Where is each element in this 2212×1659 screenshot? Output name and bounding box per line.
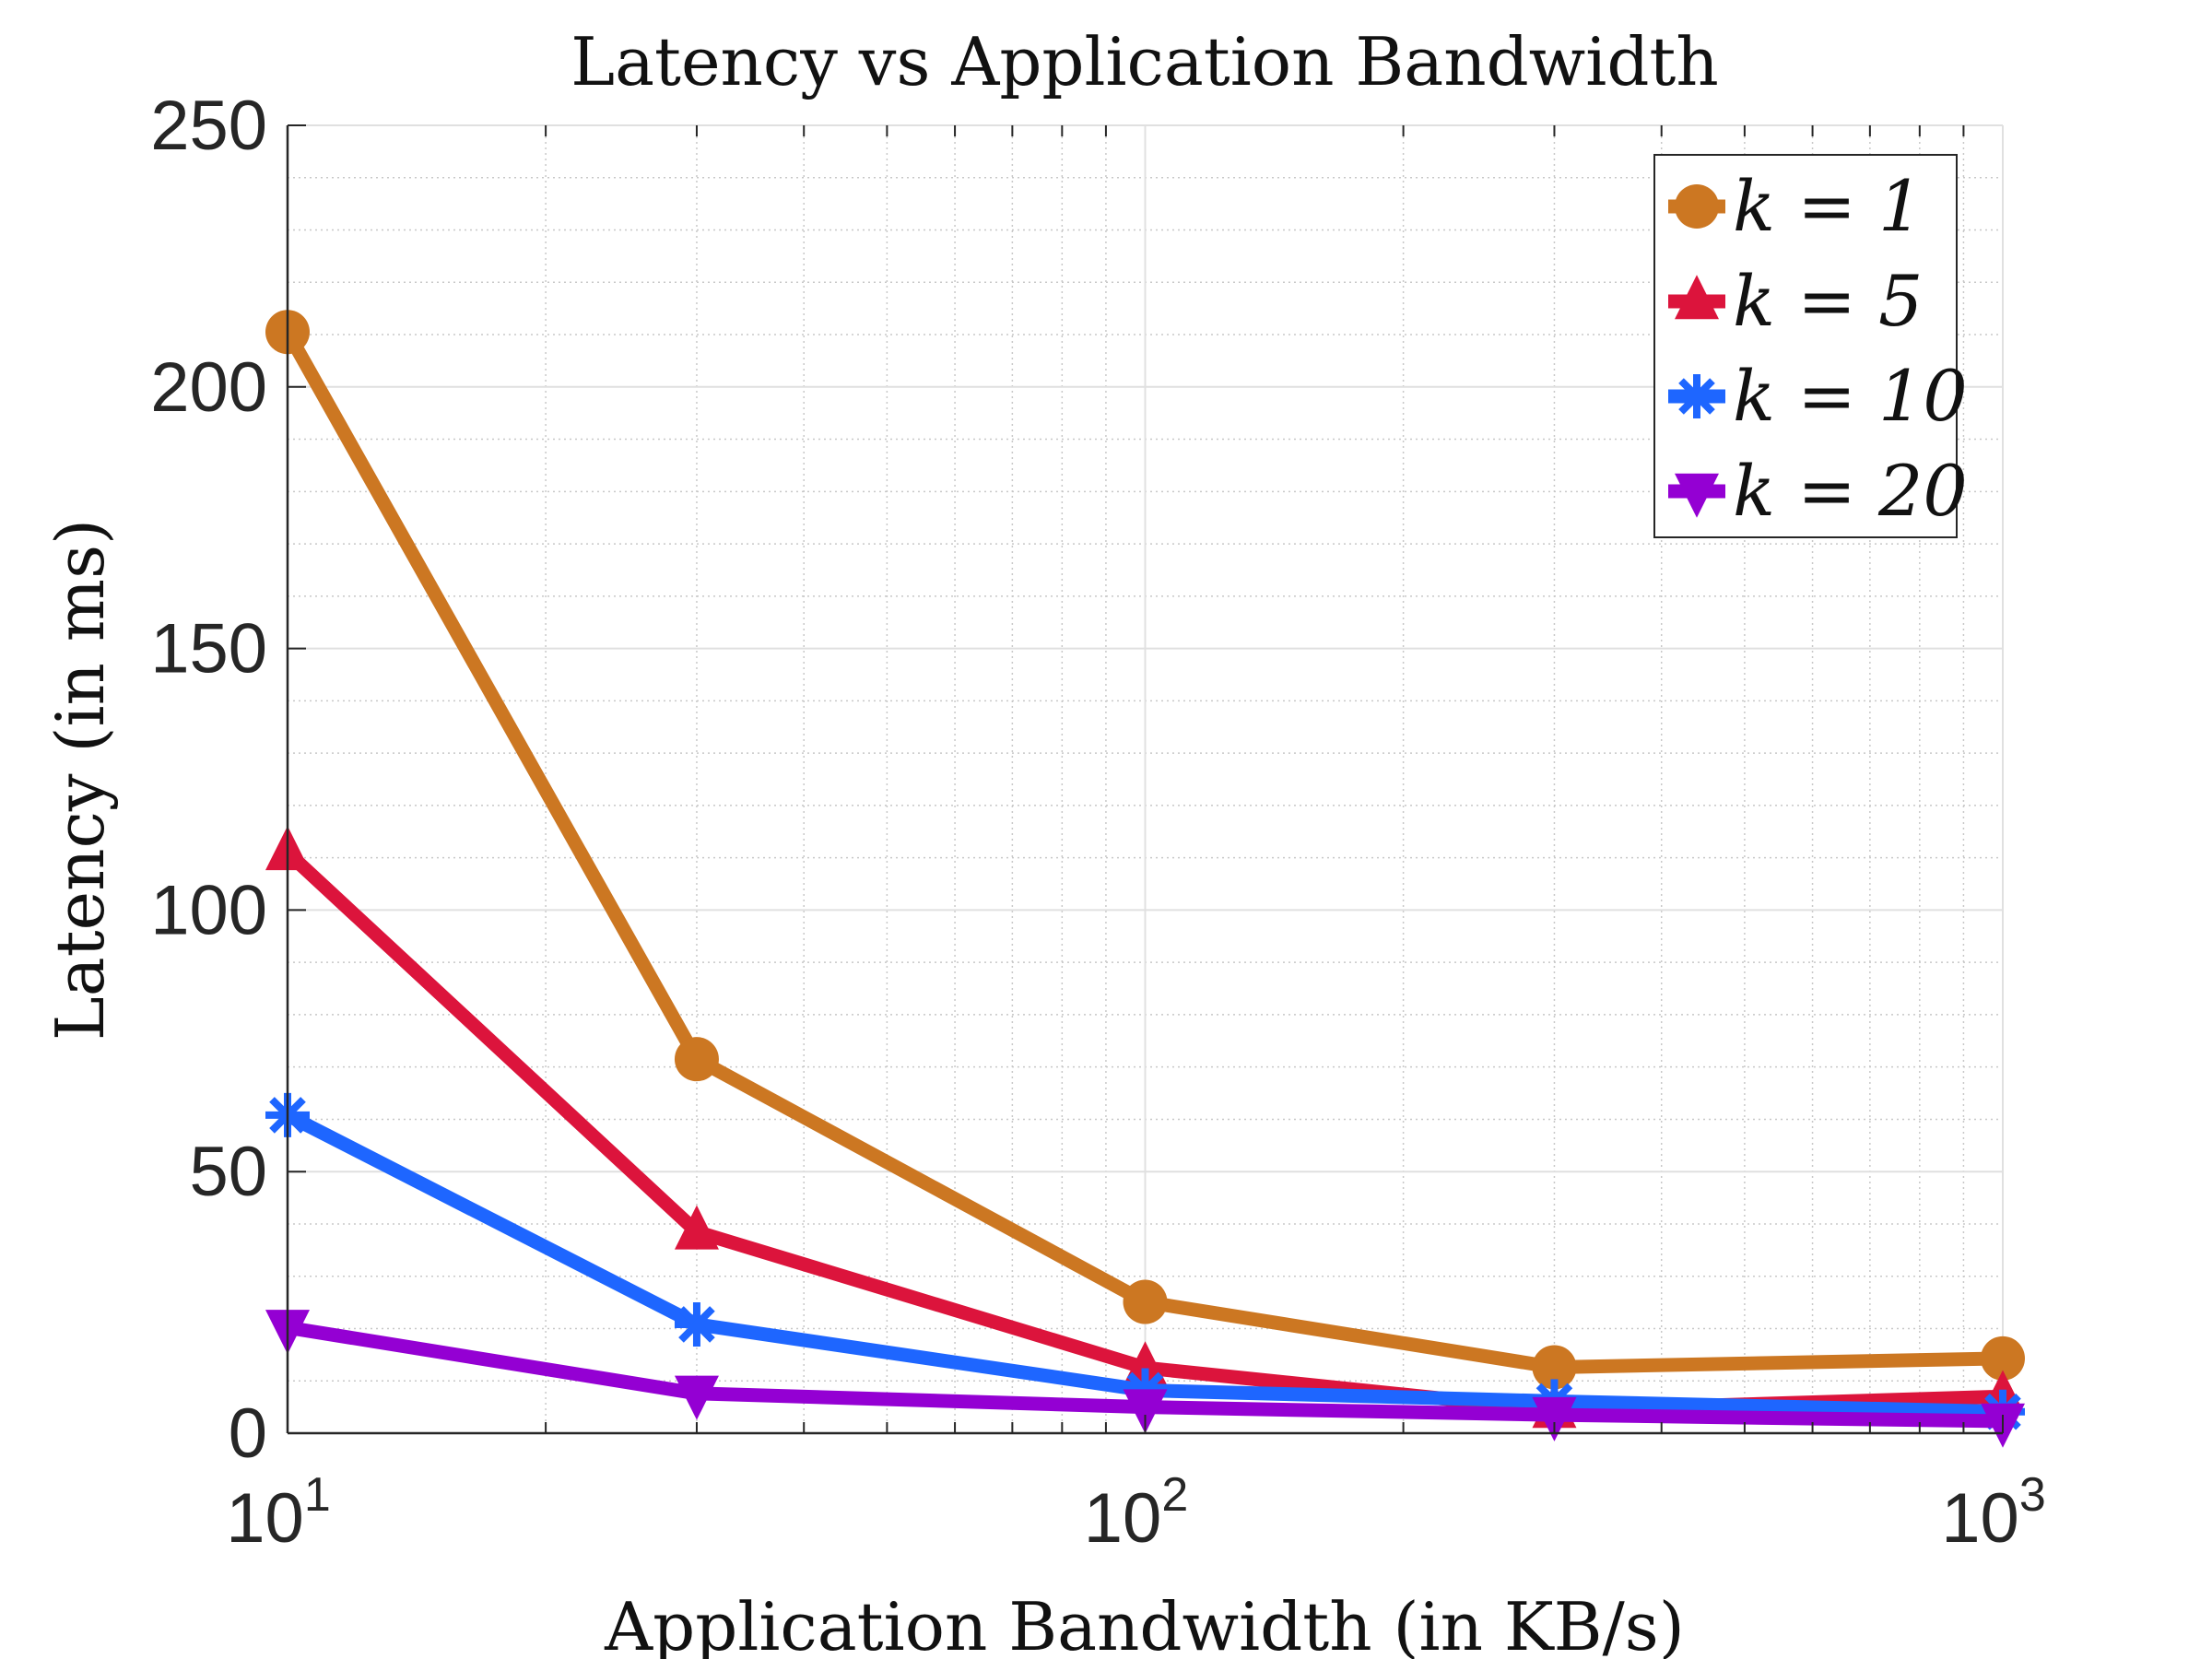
legend-label: k = 1 xyxy=(1733,165,1923,247)
legend-item: k = 20 xyxy=(1668,450,1968,532)
marker-circle xyxy=(674,1037,719,1082)
legend: k = 1 k = 5 k = 10 k = 20 xyxy=(1653,154,1968,538)
marker-triangle-down xyxy=(1675,473,1719,518)
chart-title: Latency vs Application Bandwidth xyxy=(571,23,1718,100)
marker-circle xyxy=(1675,184,1719,229)
y-tick-label: 50 xyxy=(189,1133,267,1211)
marker-triangle-down xyxy=(1123,1389,1168,1434)
y-tick-label: 250 xyxy=(150,87,267,165)
legend-label: k = 5 xyxy=(1733,260,1923,342)
marker-circle xyxy=(1981,1335,2025,1381)
legend-label: k = 20 xyxy=(1733,450,1968,532)
legend-item: k = 5 xyxy=(1668,260,1923,342)
legend-item: k = 1 xyxy=(1668,165,1923,247)
series-lines xyxy=(265,310,2025,1448)
marker-asterisk xyxy=(674,1301,719,1347)
x-tick-exponent: 3 xyxy=(2019,1468,2046,1522)
y-tick-label: 100 xyxy=(150,871,267,949)
marker-triangle-down xyxy=(674,1375,719,1420)
asterisk-stroke xyxy=(678,1306,715,1343)
x-tick-label: 101 xyxy=(226,1468,330,1558)
series-k1 xyxy=(265,310,2025,1390)
marker-circle xyxy=(1532,1345,1577,1390)
axes: 0 50 100 150 200 250 101 102 103 xyxy=(150,87,2046,1558)
x-tick-exponent: 1 xyxy=(304,1468,331,1522)
y-tick-label: 0 xyxy=(229,1394,267,1473)
marker-triangle-up xyxy=(1675,275,1719,320)
y-tick-label: 150 xyxy=(150,610,267,688)
legend-label: k = 10 xyxy=(1733,355,1968,437)
marker-triangle-down xyxy=(1532,1396,1577,1441)
asterisk-stroke xyxy=(1678,378,1715,415)
marker-circle xyxy=(1123,1279,1168,1324)
marker-triangle-up xyxy=(674,1205,719,1250)
x-tick-label: 103 xyxy=(1941,1468,2045,1558)
y-tick-label: 200 xyxy=(150,348,267,427)
x-axis-label: Application Bandwidth (in KB/s) xyxy=(604,1588,1685,1659)
legend-item: k = 10 xyxy=(1668,355,1968,437)
x-tick-exponent: 2 xyxy=(1161,1468,1188,1522)
x-tick-label: 102 xyxy=(1084,1468,1188,1558)
marker-asterisk xyxy=(1675,374,1719,418)
y-axis-label: Latency (in ms) xyxy=(41,519,119,1041)
